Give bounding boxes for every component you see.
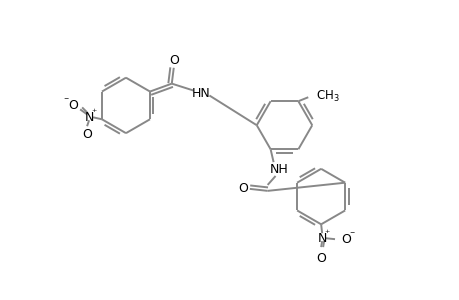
Text: O: O bbox=[168, 54, 179, 67]
Text: NH: NH bbox=[269, 163, 288, 176]
Text: $^{-}$: $^{-}$ bbox=[63, 95, 69, 104]
Text: $^{-}$: $^{-}$ bbox=[348, 229, 354, 238]
Text: O: O bbox=[68, 99, 78, 112]
Text: O: O bbox=[315, 253, 325, 266]
Text: HN: HN bbox=[192, 87, 210, 100]
Text: N: N bbox=[84, 111, 94, 124]
Text: $^{+}$: $^{+}$ bbox=[90, 108, 97, 117]
Text: CH$_3$: CH$_3$ bbox=[315, 89, 339, 104]
Text: N: N bbox=[317, 232, 326, 245]
Text: $^{+}$: $^{+}$ bbox=[323, 229, 330, 238]
Text: O: O bbox=[82, 128, 92, 141]
Text: O: O bbox=[237, 182, 247, 195]
Text: O: O bbox=[340, 233, 350, 246]
